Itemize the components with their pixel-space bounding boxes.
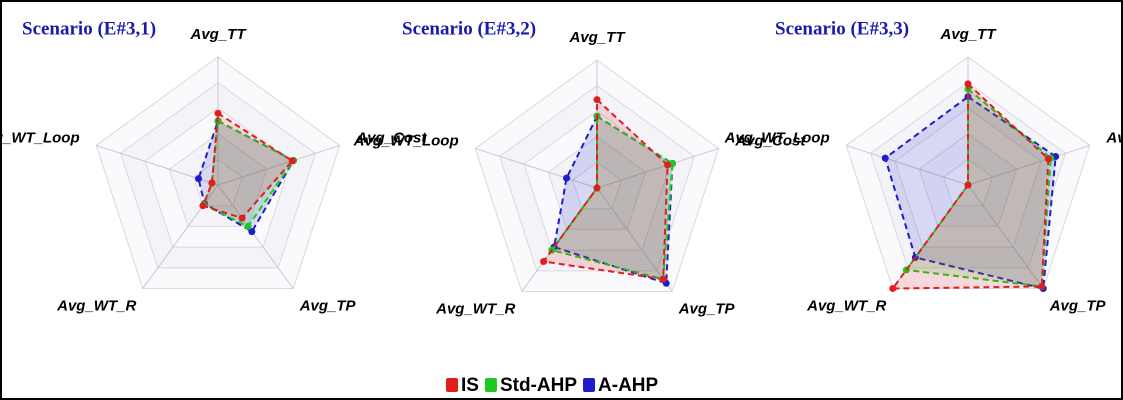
axis-label: Avg_TP — [299, 297, 357, 314]
series-point — [1038, 282, 1046, 290]
series-area — [884, 95, 1057, 290]
axis-label: Avg_TT — [939, 26, 997, 43]
series-point — [540, 258, 548, 266]
axis-label: Avg_TP — [1049, 297, 1107, 314]
axis-label: Avg_TT — [189, 26, 247, 43]
series-point — [244, 222, 252, 230]
axis-spoke — [217, 144, 340, 186]
axis-spoke — [596, 187, 673, 292]
series-point — [199, 202, 207, 210]
series-point — [889, 285, 897, 293]
axis-label: Avg_Cost — [734, 133, 806, 150]
legend-label: A-AHP — [598, 375, 658, 396]
series-point — [238, 214, 246, 222]
series-point — [593, 184, 601, 192]
series-point — [881, 154, 889, 162]
series-point — [288, 157, 296, 165]
legend: IS Std-AHP A-AHP — [446, 375, 659, 396]
series-point — [964, 181, 972, 189]
legend-swatch — [583, 378, 596, 392]
series-area — [541, 97, 669, 281]
series-point — [664, 161, 672, 169]
axis-label: Avg_WT_Loop — [0, 130, 80, 147]
chart-title: Scenario (E#3,1) — [22, 18, 156, 39]
axis-label: Avg_WT_R — [56, 297, 136, 314]
axis-label: Avg_Cost — [355, 130, 427, 147]
series-area — [550, 114, 674, 281]
axis-label: Avg_TP — [678, 300, 736, 317]
series-point — [659, 275, 667, 283]
series-point — [214, 109, 222, 117]
axis-label: Avg_WT_Loop — [353, 133, 459, 150]
chart-title: Scenario (E#3,3) — [775, 18, 909, 39]
series-point — [195, 175, 203, 183]
axis-label: Avg_TT — [568, 29, 626, 46]
legend-swatch — [484, 378, 497, 392]
series-point — [593, 96, 601, 104]
legend-label: Std-AHP — [500, 375, 577, 396]
axis-label: Avg_WT_Loop — [724, 130, 830, 147]
axis-spoke — [596, 147, 719, 189]
axis-spoke — [475, 147, 598, 189]
legend-label: IS — [461, 375, 479, 396]
axis-spoke — [967, 184, 1044, 289]
series-area — [201, 111, 294, 220]
chart-title: Scenario (E#3,2) — [402, 18, 536, 39]
series-point — [563, 174, 571, 182]
series-point — [1044, 155, 1052, 163]
series-point — [248, 228, 256, 236]
axis-label: Avg_WT_R — [806, 297, 886, 314]
axis-spoke — [217, 184, 294, 289]
axis-label: Avg_WT_R — [435, 300, 515, 317]
series-point — [964, 80, 972, 88]
axis-label: Avg_Cost — [1105, 130, 1123, 147]
axis-spoke — [846, 144, 969, 186]
axis-spoke — [967, 144, 1090, 186]
legend-swatch — [446, 378, 458, 392]
series-point — [208, 179, 216, 187]
